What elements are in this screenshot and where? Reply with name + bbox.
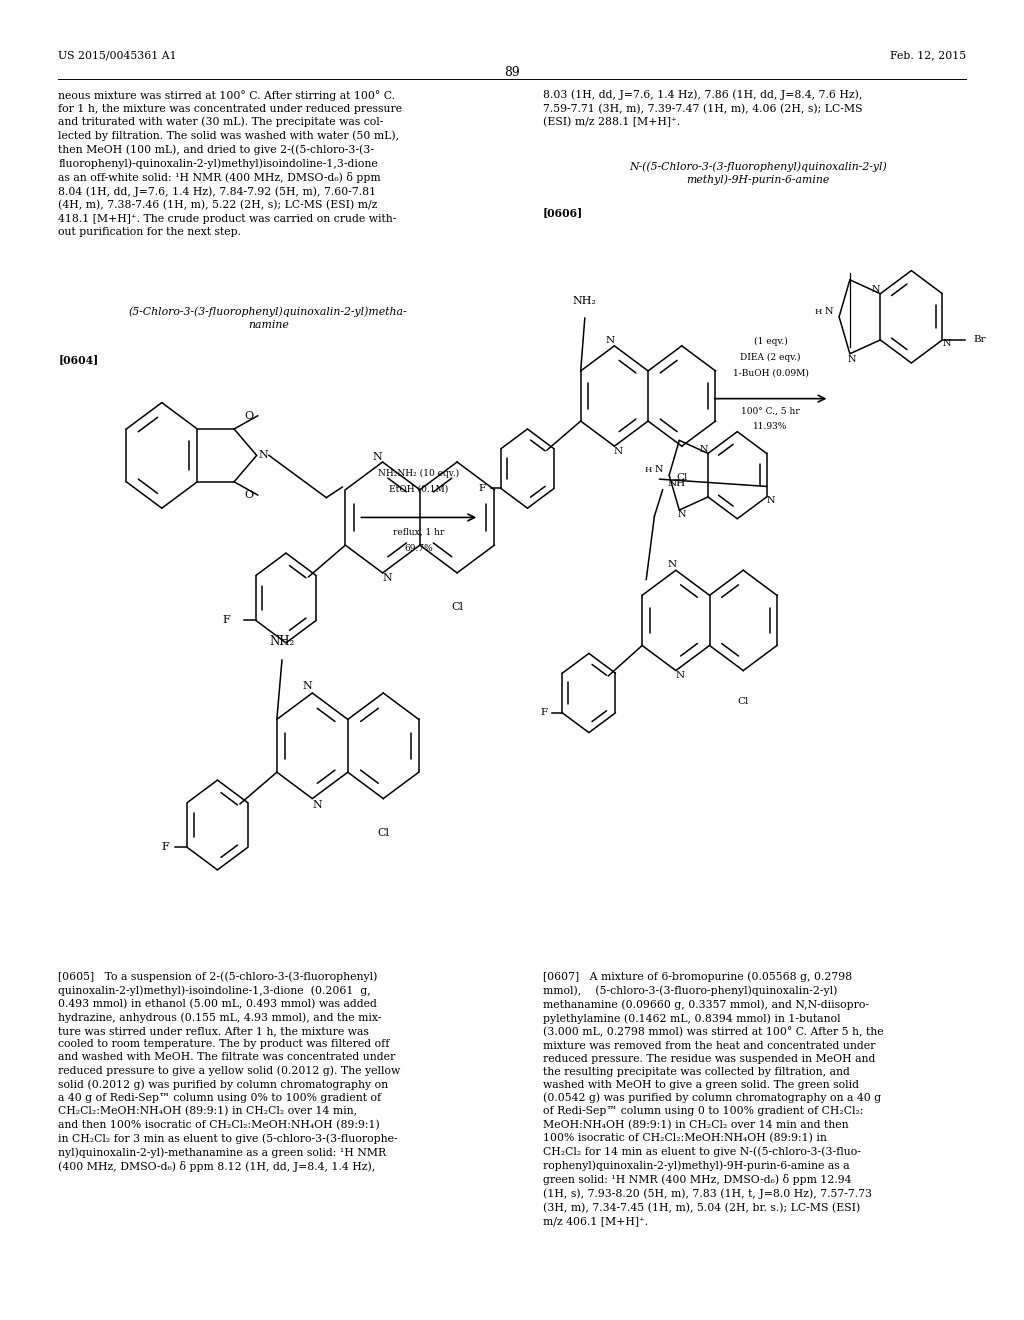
Text: (5-Chloro-3-(3-fluorophenyl)quinoxalin-2-yl)metha-
namine: (5-Chloro-3-(3-fluorophenyl)quinoxalin-2…: [129, 306, 408, 330]
Text: N: N: [614, 447, 623, 455]
Text: N: N: [606, 337, 614, 345]
Text: N: N: [312, 800, 323, 810]
Text: NH₂NH₂ (10 eqv.): NH₂NH₂ (10 eqv.): [378, 469, 460, 478]
Text: N: N: [872, 285, 881, 294]
Text: N: N: [824, 308, 834, 315]
Text: NH: NH: [668, 479, 686, 487]
Text: Br: Br: [973, 335, 986, 345]
Text: F: F: [161, 842, 169, 853]
Text: N: N: [848, 355, 856, 363]
Text: O: O: [244, 490, 253, 500]
Text: Cl: Cl: [737, 697, 749, 706]
Text: NH₂: NH₂: [269, 635, 295, 648]
Text: N: N: [259, 450, 268, 461]
Text: EtOH (0.1M): EtOH (0.1M): [389, 484, 449, 494]
Text: Cl: Cl: [452, 602, 463, 612]
Text: [0604]: [0604]: [58, 354, 98, 364]
Text: [0605]   To a suspension of 2-((5-chloro-3-(3-fluorophenyl)
quinoxalin-2-yl)meth: [0605] To a suspension of 2-((5-chloro-3…: [58, 972, 400, 1172]
Text: H: H: [815, 308, 822, 315]
Text: [0606]: [0606]: [543, 207, 583, 218]
Text: US 2015/0045361 A1: US 2015/0045361 A1: [58, 50, 177, 61]
Text: H: H: [645, 466, 652, 474]
Text: DIEA (2 eqv.): DIEA (2 eqv.): [740, 352, 801, 362]
Text: 8.03 (1H, dd, J=7.6, 1.4 Hz), 7.86 (1H, dd, J=8.4, 7.6 Hz),
7.59-7.71 (3H, m), 7: 8.03 (1H, dd, J=7.6, 1.4 Hz), 7.86 (1H, …: [543, 90, 862, 127]
Text: 1-BuOH (0.09M): 1-BuOH (0.09M): [732, 368, 809, 378]
Text: N: N: [766, 496, 775, 506]
Text: Cl: Cl: [377, 828, 389, 838]
Text: N-((5-Chloro-3-(3-fluorophenyl)quinoxalin-2-yl)
methyl)-9H-purin-6-amine: N-((5-Chloro-3-(3-fluorophenyl)quinoxali…: [629, 161, 887, 185]
Text: [0607]   A mixture of 6-bromopurine (0.05568 g, 0.2798
mmol),    (5-chloro-3-(3-: [0607] A mixture of 6-bromopurine (0.055…: [543, 972, 884, 1226]
Text: N: N: [668, 561, 676, 569]
Text: Feb. 12, 2015: Feb. 12, 2015: [890, 50, 966, 61]
Text: 69.7%: 69.7%: [404, 544, 433, 553]
Text: NH₂: NH₂: [572, 296, 597, 306]
Text: reflux, 1 hr: reflux, 1 hr: [393, 528, 444, 537]
Text: N: N: [676, 672, 684, 680]
Text: neous mixture was stirred at 100° C. After stirring at 100° C.
for 1 h, the mixt: neous mixture was stirred at 100° C. Aft…: [58, 90, 402, 236]
Text: N: N: [383, 573, 392, 583]
Text: 11.93%: 11.93%: [754, 422, 787, 432]
Text: N: N: [302, 681, 312, 692]
Text: F: F: [222, 615, 230, 626]
Text: O: O: [244, 411, 253, 421]
Text: N: N: [699, 445, 709, 454]
Text: 89: 89: [504, 66, 520, 79]
Text: F: F: [478, 484, 485, 492]
Text: 100° C., 5 hr: 100° C., 5 hr: [741, 407, 800, 416]
Text: N: N: [654, 466, 664, 474]
Text: F: F: [541, 709, 548, 717]
Text: N: N: [677, 510, 686, 519]
Text: (1 eqv.): (1 eqv.): [754, 337, 787, 346]
Text: N: N: [942, 339, 950, 348]
Text: Cl: Cl: [676, 473, 687, 482]
Text: N: N: [373, 451, 382, 462]
